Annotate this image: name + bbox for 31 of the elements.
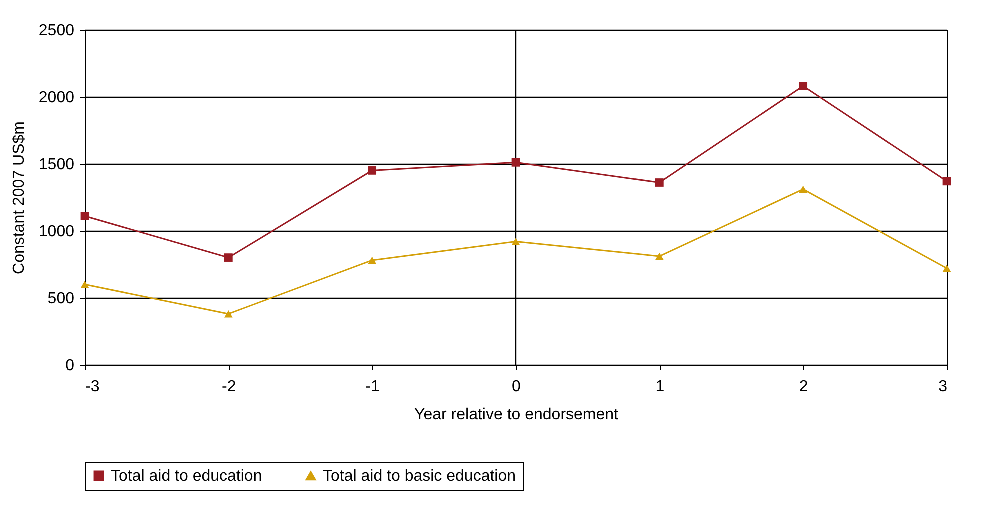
point: [512, 158, 520, 167]
x-tick-label: 3: [938, 378, 948, 396]
legend-label: Total aid to education: [111, 468, 262, 485]
y-tick-label: 500: [48, 290, 75, 308]
point: [368, 256, 377, 264]
y-axis-title: Constant 2007 US$m: [10, 122, 28, 274]
y-tick-label: 0: [66, 358, 75, 374]
x-axis-title: Year relative to endorsement: [414, 406, 620, 424]
y-tick-label: 1000: [38, 224, 75, 240]
x-tick-label: 2: [799, 378, 808, 396]
point: [942, 177, 952, 186]
y-tick-label: 2500: [38, 22, 75, 40]
point: [799, 82, 808, 90]
y-tick-label: 1500: [38, 156, 75, 174]
x-tick-label: -2: [222, 378, 236, 396]
y-tick-label: 2000: [38, 90, 75, 106]
point: [368, 166, 377, 175]
point: [655, 178, 664, 187]
point: [80, 212, 90, 220]
point: [224, 254, 233, 262]
x-tick-label: -1: [366, 378, 380, 396]
x-tick-label: 0: [512, 378, 522, 396]
point: [942, 264, 952, 272]
legend-label: Total aid to basic education: [323, 468, 516, 485]
point: [655, 252, 664, 260]
x-tick-label: -3: [86, 378, 100, 396]
point: [80, 280, 90, 288]
x-tick-label: 1: [656, 378, 665, 396]
point: [799, 186, 808, 194]
point: [512, 238, 520, 246]
point: [224, 310, 233, 318]
